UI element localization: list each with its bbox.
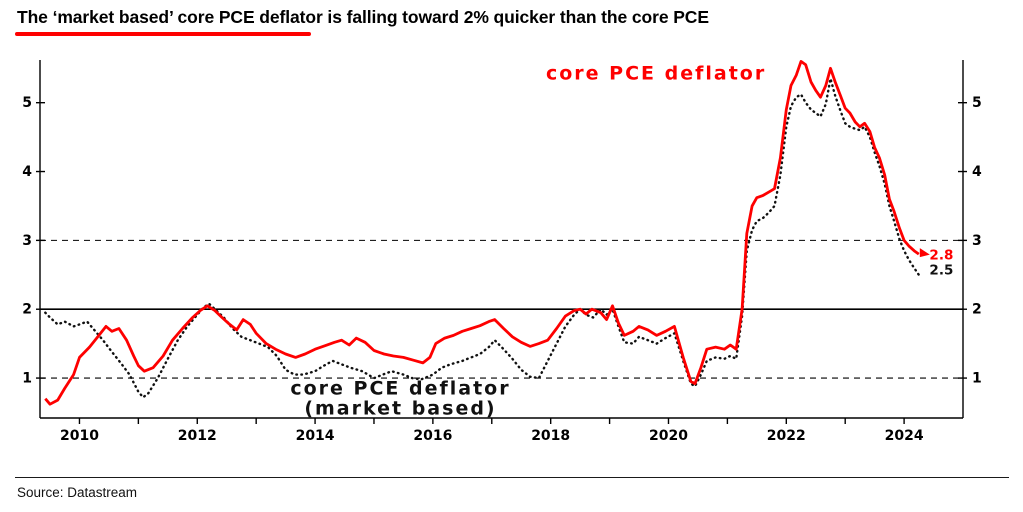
x-axis-label-2012: 2012 [178,428,217,444]
y-axis-label-left-2: 2 [22,302,32,318]
y-axis-label-right-2: 2 [972,302,982,318]
annotation-legend-core-pce: core PCE deflator [546,62,766,84]
x-axis-label-2010: 2010 [60,428,99,444]
title-underline-accent [15,32,311,36]
y-axis-label-right-4: 4 [972,164,982,180]
y-axis-label-right-1: 1 [972,371,982,387]
market-based-line [44,77,920,399]
x-axis-label-2020: 2020 [649,428,688,444]
x-axis-label-2018: 2018 [531,428,570,444]
y-axis-label-left-4: 4 [22,164,32,180]
x-axis-label-2016: 2016 [413,428,452,444]
core-pce-deflator-line [44,59,920,406]
annotation-legend-market-based-line2: (market based) [304,398,496,420]
y-axis-label-left-5: 5 [22,95,32,111]
annotation-end-value-market-based: 2.5 [929,263,953,279]
source-label: Source: Datastream [17,485,138,500]
x-axis-label-2022: 2022 [767,428,806,444]
x-axis-label-2014: 2014 [296,428,335,444]
footer-divider [15,477,1009,478]
y-axis-label-right-5: 5 [972,95,982,111]
y-axis-label-left-1: 1 [22,371,32,387]
x-axis-label-2024: 2024 [885,428,924,444]
end-arrow-icon [919,248,930,258]
y-axis-label-right-3: 3 [972,233,982,249]
page-title: The ‘market based’ core PCE deflator is … [17,7,709,27]
annotation-legend-market-based-line1: core PCE deflator [290,378,510,400]
pce-deflator-line-chart: 1 1 2 2 3 3 4 4 5 5 2010 2012 2014 2016 2018 2020 2022 20… [22,59,982,444]
y-axis-label-left-3: 3 [22,233,32,249]
annotation-end-value-core-pce: 2.8 [929,248,953,264]
